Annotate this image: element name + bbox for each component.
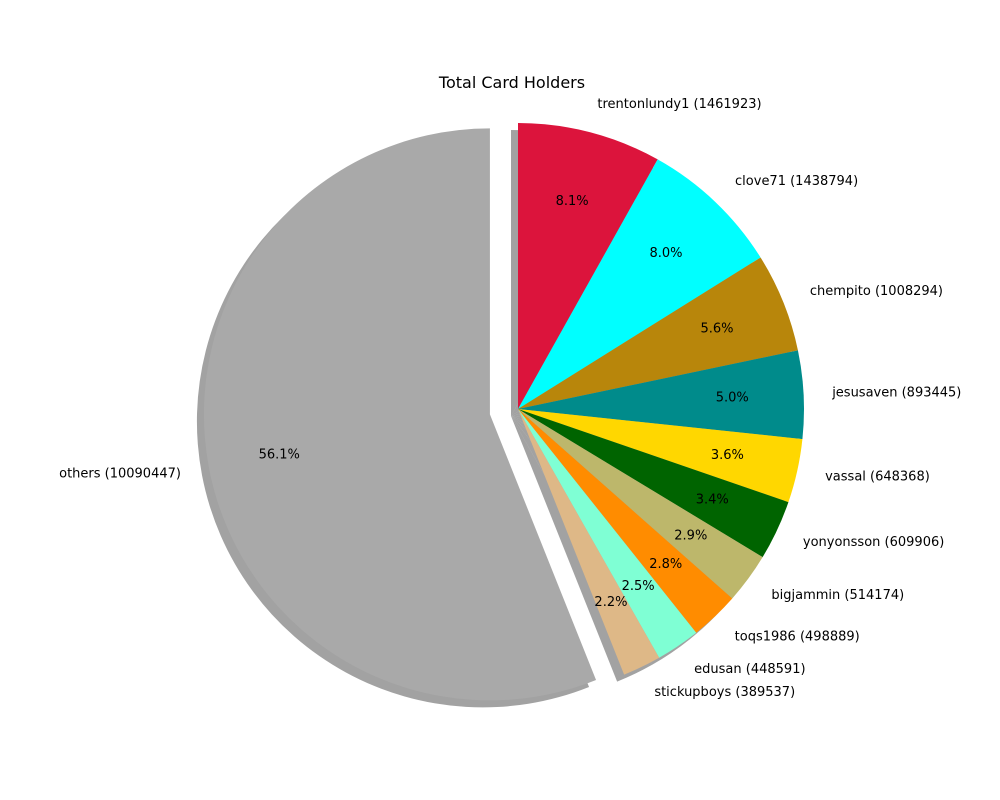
pie-slice-yonyonsson [518, 409, 789, 558]
pie-percent-label-trentonlundy1: 8.1% [556, 194, 589, 209]
pie-label-stickupboys: stickupboys (389537) [654, 685, 795, 700]
pie-label-toqs1986: toqs1986 (498889) [735, 630, 860, 645]
pie-slice-vassal [518, 409, 803, 503]
pie-percent-label-toqs1986: 2.8% [649, 557, 682, 572]
pie-label-edusan: edusan (448591) [694, 662, 805, 677]
pie-label-layer: trentonlundy1 (1461923) clove71 (1438794)… [59, 97, 961, 700]
pie-label-bigjammin: bigjammin (514174) [771, 588, 904, 603]
pie-percent-label-clove71: 8.0% [649, 246, 682, 261]
pie-label-jesusaven: jesusaven (893445) [831, 386, 961, 401]
pie-percent-label-bigjammin: 2.9% [674, 529, 707, 544]
pie-percent-label-vassal: 3.6% [711, 448, 744, 463]
pie-slice-stickupboys [518, 409, 660, 675]
pie-percent-label-yonyonsson: 3.4% [696, 492, 729, 507]
pie-slice-edusan [518, 409, 697, 658]
pie-slice-layer [203, 123, 804, 701]
pie-slice-others [203, 128, 597, 701]
pie-slice-bigjammin [518, 409, 763, 599]
pie-label-chempito: chempito (1008294) [810, 284, 943, 299]
pie-slice-clove71 [518, 159, 761, 409]
chart-title: Total Card Holders [438, 73, 585, 92]
pie-percent-label-stickupboys: 2.2% [594, 595, 627, 610]
pie-slice-toqs1986 [518, 409, 733, 633]
pie-slice-trentonlundy1 [518, 123, 658, 409]
pie-label-trentonlundy1: trentonlundy1 (1461923) [597, 97, 761, 112]
pie-percent-label-layer: 8.1% 8.0% 5.6% 5.0% 3.6% 3.4% 2.9% 2.8% 2.5%2.2%… [259, 194, 749, 610]
pie-slice-chempito [518, 257, 798, 409]
pie-label-yonyonsson: yonyonsson (609906) [803, 535, 944, 550]
pie-percent-label-others: 56.1% [259, 447, 300, 462]
pie-slice-jesusaven [518, 350, 804, 440]
pie-percent-label-jesusaven: 5.0% [716, 391, 749, 406]
pie-percent-label-chempito: 5.6% [700, 321, 733, 336]
pie-percent-label-edusan: 2.5% [622, 579, 655, 594]
pie-label-others: others (10090447) [59, 466, 181, 481]
pie-label-clove71: clove71 (1438794) [735, 174, 858, 189]
pie-label-vassal: vassal (648368) [825, 470, 930, 485]
